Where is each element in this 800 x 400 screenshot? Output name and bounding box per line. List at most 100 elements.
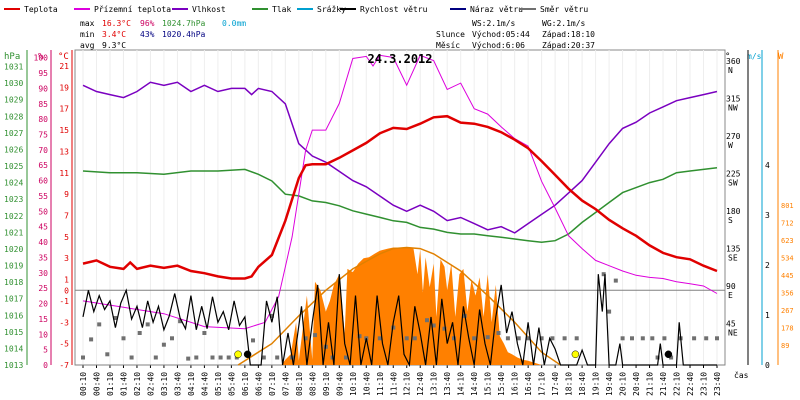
moonset-text: Západ:20:37 xyxy=(542,41,595,50)
legend-label: Směr větru xyxy=(540,5,588,14)
wind-dir-tick-label: 270 xyxy=(726,132,741,141)
legend-label: Tlak xyxy=(272,5,291,14)
humidity-tick-label: 60 xyxy=(38,177,48,186)
wind-dir-point xyxy=(485,335,490,340)
x-tick-label: 16:10 xyxy=(511,372,520,396)
humidity-tick-label: 10 xyxy=(38,330,48,339)
wind-ms-tick-label: 1 xyxy=(765,311,770,320)
unit-ms: m/s xyxy=(747,52,762,61)
stat-min-hum: 43% xyxy=(140,30,155,39)
x-tick-label: 15:40 xyxy=(497,372,506,396)
solar-tick-label: 801 xyxy=(781,202,794,210)
wind-dir-point xyxy=(313,333,317,338)
humidity-tick-label: 65 xyxy=(38,161,48,170)
temp-tick-label: -3 xyxy=(59,318,69,327)
wind-dir-point xyxy=(505,336,510,341)
humidity-tick-label: 25 xyxy=(38,284,48,293)
x-tick-label: 18:10 xyxy=(565,372,574,396)
wind-dir-point xyxy=(704,336,709,341)
x-tick-label: 20:40 xyxy=(632,372,641,396)
pressure-tick-label: 1015 xyxy=(4,328,23,337)
wind-dir-tick-label: N xyxy=(728,66,733,75)
wind-dir-point xyxy=(97,322,102,327)
pressure-tick-label: 1029 xyxy=(4,96,23,105)
pressure-tick-label: 1020 xyxy=(4,245,23,254)
wind-ms-tick-label: 4 xyxy=(765,161,770,170)
x-tick-label: 09:40 xyxy=(335,372,344,396)
right-axes: 360N315NW270W225SW180S135SE90E45NE012348… xyxy=(726,50,794,370)
x-tick-label: 23:40 xyxy=(713,372,722,396)
unit-hpa: hPa xyxy=(4,52,20,62)
wind-dir-point xyxy=(344,355,348,360)
humidity-tick-label: 85 xyxy=(38,100,48,109)
wind-dir-tick-label: W xyxy=(728,141,733,150)
wind-dir-point xyxy=(662,336,667,341)
temp-tick-label: 5 xyxy=(64,233,69,242)
humidity-tick-label: 50 xyxy=(38,207,48,216)
wind-dir-point xyxy=(431,323,436,328)
wind-dir-point xyxy=(574,336,579,341)
legend-label: Srážky xyxy=(317,5,346,14)
humidity-tick-label: 45 xyxy=(38,223,48,232)
stat-min-press: 1020.4hPa xyxy=(162,30,206,39)
wind-dir-point xyxy=(613,278,618,283)
humidity-line xyxy=(82,81,718,234)
x-tick-label: 08:10 xyxy=(295,372,304,396)
legend-label: Rychlost větru xyxy=(360,5,428,14)
unit-time: čas xyxy=(734,370,749,380)
temp-tick-label: 7 xyxy=(64,212,69,221)
temp-tick-label: 15 xyxy=(59,126,69,135)
wind-dir-point xyxy=(640,336,645,341)
pressure-tick-label: 1030 xyxy=(4,79,23,88)
wind-dir-point xyxy=(655,355,660,360)
x-tick-label: 19:10 xyxy=(592,372,601,396)
x-tick-label: 14:40 xyxy=(470,372,479,396)
x-tick-label: 10:40 xyxy=(362,372,371,396)
x-tick-label: 03:10 xyxy=(160,372,169,396)
humidity-tick-label: 15 xyxy=(38,315,48,324)
sun-label: Slunce xyxy=(436,30,465,39)
wind-dir-point xyxy=(425,318,429,323)
pressure-tick-label: 1019 xyxy=(4,262,23,271)
stat-avg-label: avg xyxy=(80,41,95,50)
wind-dir-tick-label: 360 xyxy=(726,57,741,66)
wind-dir-point xyxy=(562,336,567,341)
wind-dir-tick-label: 180 xyxy=(726,207,741,216)
wind-dir-point xyxy=(601,272,606,277)
wind-dir-point xyxy=(145,322,150,327)
wind-dir-point xyxy=(137,331,142,335)
pressure-tick-label: 1016 xyxy=(4,311,23,320)
x-tick-label: 02:10 xyxy=(133,372,142,396)
x-tick-label: 14:10 xyxy=(457,372,466,396)
wind-dir-tick-label: NW xyxy=(728,104,738,113)
wind-dir-tick-label: 90 xyxy=(726,282,736,291)
wind-dir-point xyxy=(81,355,85,360)
wind-dir-point xyxy=(303,336,308,341)
wind-dir-point xyxy=(539,336,544,341)
stat-ws: WS:2.1m/s xyxy=(472,19,516,28)
x-tick-label: 11:10 xyxy=(376,372,385,396)
humidity-tick-label: 5 xyxy=(43,346,48,355)
legend-label: Přízemní teplota xyxy=(94,5,171,14)
ground-temp-line xyxy=(82,54,718,330)
x-tick-label: 07:10 xyxy=(268,372,277,396)
wind-dir-point xyxy=(178,319,183,324)
pressure-tick-label: 1031 xyxy=(4,63,23,72)
x-tick-label: 12:40 xyxy=(416,372,425,396)
pressure-tick-label: 1022 xyxy=(4,212,23,221)
wind-dir-point xyxy=(715,336,719,341)
x-tick-label: 07:40 xyxy=(281,372,290,396)
unit-w: W xyxy=(778,52,784,62)
wind-dir-point xyxy=(194,355,199,360)
sunset-marker xyxy=(571,350,580,359)
solar-tick-label: 267 xyxy=(781,307,794,315)
pressure-tick-label: 1027 xyxy=(4,129,23,138)
pressure-tick-label: 1028 xyxy=(4,112,23,121)
stat-max-temp: 16.3°C xyxy=(102,19,131,28)
wind-dir-tick-label: 45 xyxy=(726,320,736,329)
stat-max-label: max xyxy=(80,19,95,28)
pressure-tick-label: 1021 xyxy=(4,228,23,237)
humidity-tick-label: 55 xyxy=(38,192,48,201)
wind-dir-point xyxy=(105,352,110,357)
